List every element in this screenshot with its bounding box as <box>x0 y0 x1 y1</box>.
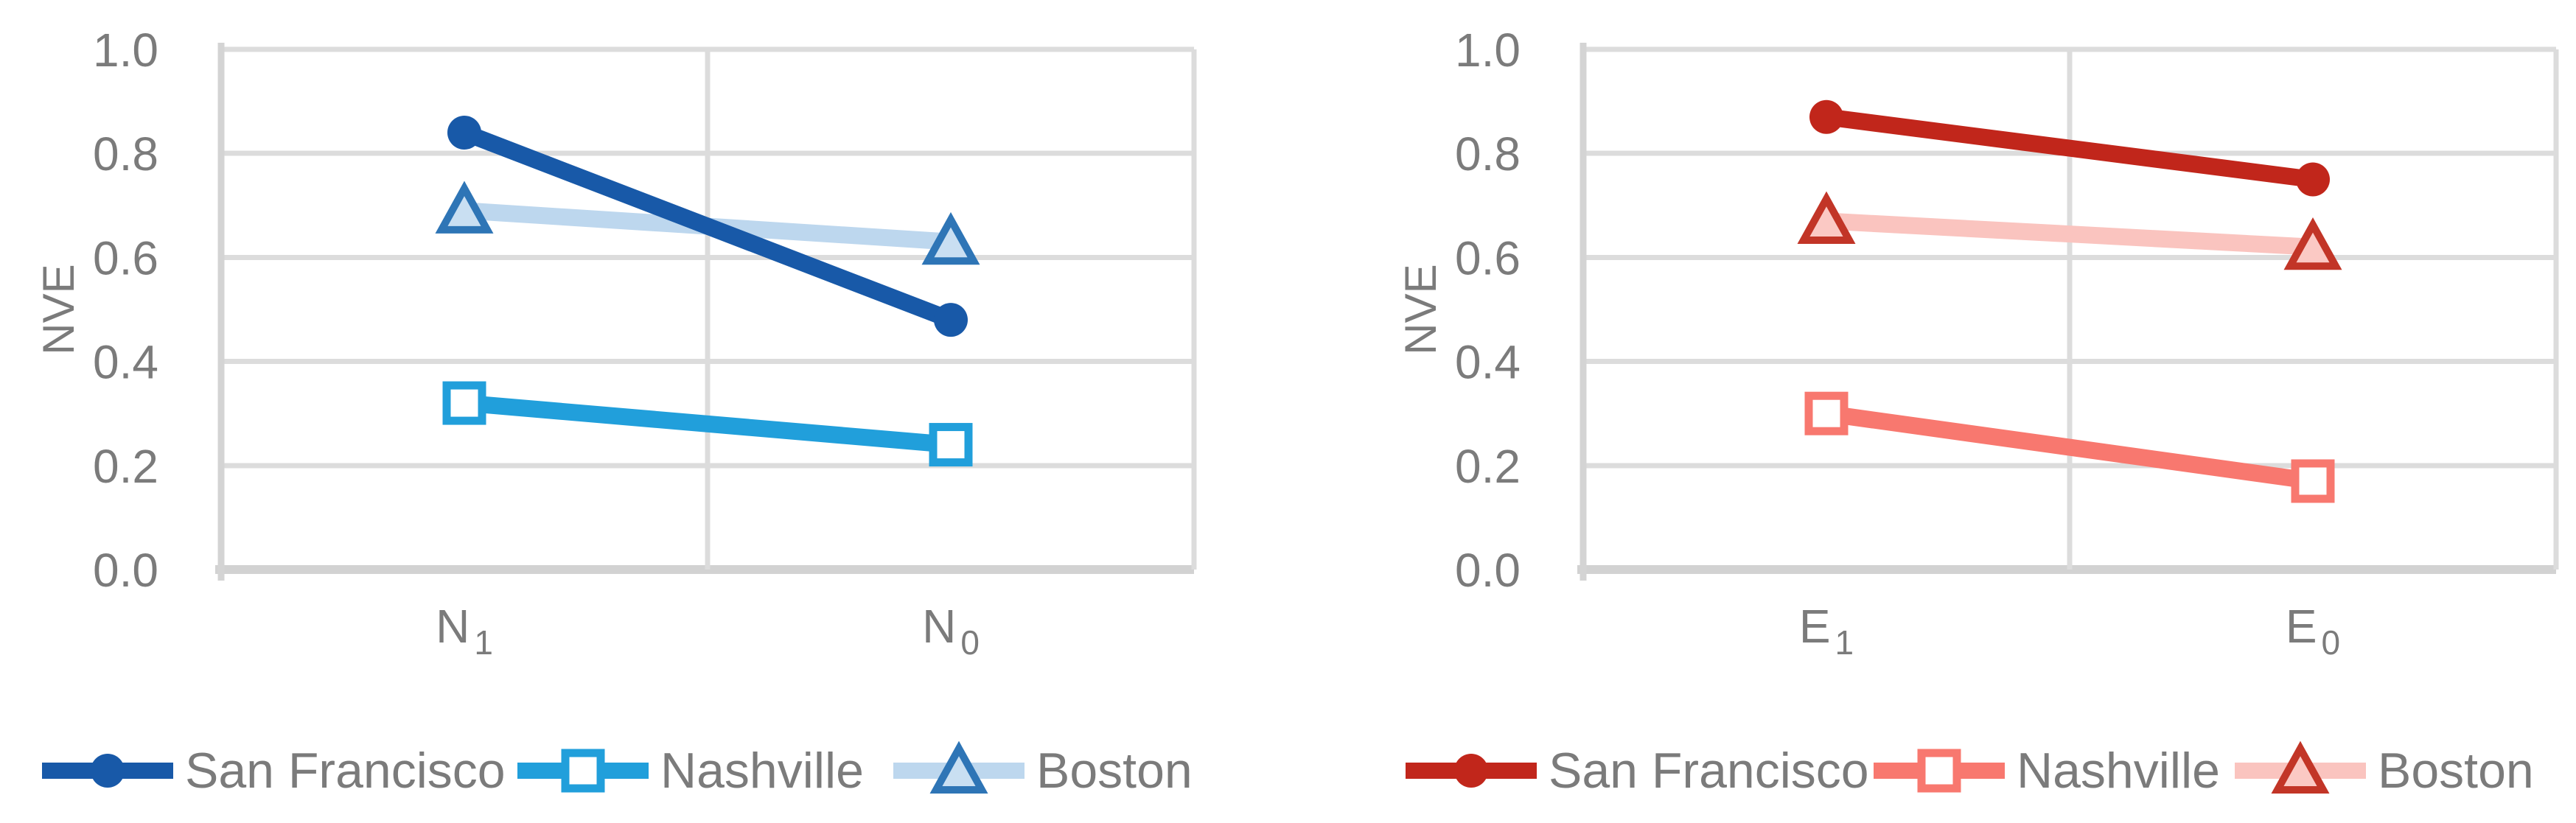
series-line <box>464 394 952 454</box>
data-point-triangle-marker <box>435 181 494 234</box>
y-tick-label: 0.4 <box>1455 336 1521 389</box>
data-point-triangle-marker <box>929 740 988 794</box>
data-point-circle-marker <box>91 754 125 788</box>
legend-item-nashville: Nashville <box>1872 737 2220 805</box>
legend-marker-sample <box>42 754 173 788</box>
legend-label: San Francisco <box>185 743 506 799</box>
legend-marker-sample <box>893 740 1025 794</box>
data-point-triangle-marker <box>2283 217 2342 270</box>
y-tick-label: 0.8 <box>1455 127 1521 181</box>
legend-marker-sample <box>2235 740 2366 794</box>
legend-label: Nashville <box>660 743 864 799</box>
data-point-circle-marker <box>1809 99 1843 134</box>
legend-item-boston: Boston <box>892 737 1193 805</box>
legend-item-nashville: Nashville <box>516 737 864 805</box>
legend-marker-sample <box>1406 754 1537 788</box>
series-line <box>1826 212 2314 256</box>
data-point-square-marker <box>442 381 486 425</box>
data-point-triangle-marker <box>2271 740 2330 794</box>
y-axis-title: NVE <box>1396 264 1445 354</box>
series-san-francisco <box>1809 99 2330 197</box>
legend-label: San Francisco <box>1549 743 1869 799</box>
data-point-square-marker <box>561 749 605 793</box>
series-boston <box>1797 191 2342 270</box>
data-point-circle-marker <box>447 115 481 150</box>
series-line <box>1825 405 2314 490</box>
y-tick-label: 0.6 <box>93 231 158 284</box>
y-tick-label: 1.0 <box>1455 24 1521 77</box>
legend-item-boston: Boston <box>2233 737 2534 805</box>
chart-nve-vs-n: 1.0 0.8 0.6 0.4 0.2 0.0 NVE N 1 N 0 <box>34 24 1197 662</box>
y-axis-title: NVE <box>34 264 83 354</box>
series-san-francisco <box>447 115 968 337</box>
y-tick-label: 0.4 <box>93 336 158 389</box>
y-tick-label: 0.8 <box>93 127 158 181</box>
data-point-square-marker <box>2291 459 2335 503</box>
legend-label: Nashville <box>2017 743 2220 799</box>
y-tick-label: 0.2 <box>1455 440 1521 493</box>
series-line <box>461 125 954 328</box>
series-line <box>1825 108 2314 188</box>
legend-marker-sample <box>517 749 649 793</box>
data-point-square-marker <box>929 423 973 467</box>
data-point-triangle-marker <box>1797 191 1856 244</box>
legend-label: Boston <box>1036 743 1193 799</box>
legend-label: Boston <box>2378 743 2534 799</box>
data-point-square-marker <box>1804 391 1849 435</box>
y-tick-label: 1.0 <box>93 24 158 77</box>
y-tick-label: 0.2 <box>93 440 158 493</box>
data-point-circle-marker <box>2296 162 2330 197</box>
series-nashville <box>1804 391 2335 503</box>
y-tick-label: 0.0 <box>1455 544 1521 597</box>
y-tick-label: 0.6 <box>1455 231 1521 284</box>
data-point-circle-marker <box>934 303 968 337</box>
chart-nve-vs-e: 1.0 0.8 0.6 0.4 0.2 0.0 NVE E 1 E 0 <box>1396 24 2559 662</box>
legend-marker-sample <box>1874 749 2005 793</box>
y-tick-label: 0.0 <box>93 544 158 597</box>
data-point-circle-marker <box>1454 754 1488 788</box>
legend-item-san-francisco: San Francisco <box>1404 737 1869 805</box>
data-point-square-marker <box>1917 749 1961 793</box>
data-point-triangle-marker <box>921 211 980 265</box>
series-nashville <box>442 381 973 467</box>
legend-item-san-francisco: San Francisco <box>41 737 506 805</box>
